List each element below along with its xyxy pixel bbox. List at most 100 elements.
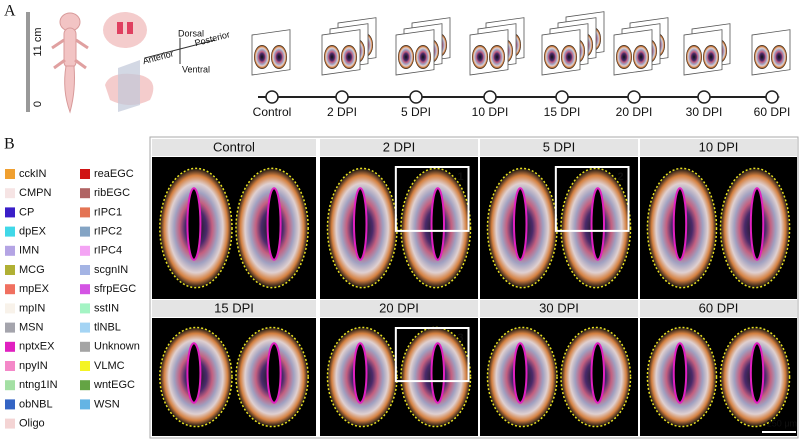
slice-tissue	[686, 45, 702, 69]
legend-swatch	[80, 226, 90, 237]
legend-label: reaEGC	[94, 168, 134, 180]
panel-title-bar	[320, 300, 478, 317]
ventricle	[352, 187, 368, 261]
slice-tissue	[341, 45, 357, 69]
panel-title: 15 DPI	[214, 300, 254, 315]
panel-label: B	[4, 136, 15, 153]
brain-sketch	[103, 12, 216, 112]
legend-swatch	[5, 207, 15, 218]
slice-tissue	[771, 45, 787, 69]
axolotl	[51, 12, 89, 114]
legend-label: rIPC4	[94, 245, 122, 257]
timeline-label: 10 DPI	[472, 105, 509, 119]
legend-swatch	[5, 169, 15, 179]
legend-swatch	[5, 322, 15, 333]
legend-swatch	[80, 169, 90, 179]
ventricle	[512, 187, 528, 261]
legend-label: scgnIN	[94, 264, 128, 276]
legend-label: VLMC	[94, 360, 125, 372]
panel-title: Control	[213, 139, 255, 154]
slice-tissue	[324, 45, 340, 69]
legend-label: wntEGC	[93, 379, 135, 391]
timeline-label: 30 DPI	[686, 105, 723, 119]
scale-top: 11 cm	[32, 27, 44, 56]
legend-label: WSN	[94, 398, 120, 410]
legend-swatch	[80, 245, 90, 256]
legend-label: dpEX	[19, 226, 47, 238]
slice-tissue	[271, 45, 287, 69]
ventricle	[749, 187, 765, 261]
legend-swatch	[80, 265, 90, 275]
slice-tissue	[472, 45, 488, 69]
timeline-dot	[335, 90, 349, 104]
legend-label: mpIN	[19, 302, 45, 314]
legend-label: ribEGC	[94, 187, 130, 199]
legend-swatch	[5, 399, 15, 410]
zoom-box-number: 1	[457, 171, 463, 183]
timeline-dot	[483, 90, 497, 104]
legend-label: Unknown	[94, 341, 140, 353]
timeline-label: 15 DPI	[544, 105, 581, 119]
timeline-dot	[627, 90, 641, 104]
legend-label: ntng1IN	[19, 379, 58, 391]
axis-dorsal: Dorsal	[178, 28, 204, 38]
legend-swatch	[80, 380, 90, 391]
ventricle	[749, 342, 765, 404]
ventricle	[672, 187, 688, 261]
legend-swatch	[5, 303, 15, 314]
timeline-label: Control	[253, 105, 292, 119]
panel-title-bar	[152, 300, 316, 317]
slice-tissue	[633, 45, 649, 69]
legend-swatch	[5, 361, 15, 371]
zoom-box-number: 3	[457, 332, 463, 344]
slice-tissue	[561, 45, 577, 69]
slice-tissue	[398, 45, 414, 69]
panel-title-bar	[640, 139, 797, 156]
ventricle	[352, 342, 368, 404]
legend-swatch	[80, 188, 90, 199]
legend-swatch	[80, 399, 90, 410]
legend-swatch	[5, 380, 15, 391]
timeline-label: 60 DPI	[754, 105, 791, 119]
timeline-label: 2 DPI	[327, 105, 357, 119]
legend-swatch	[80, 341, 90, 352]
legend-label: CMPN	[19, 187, 51, 199]
panel-title-bar	[480, 139, 638, 156]
legend-label: MSN	[19, 322, 44, 334]
legend-swatch	[80, 322, 90, 333]
timeline-dot	[265, 90, 279, 104]
legend-label: IMN	[19, 245, 39, 257]
legend-label: tlNBL	[94, 322, 121, 334]
slice-tissue	[254, 45, 270, 69]
axis-ventral: Ventral	[182, 64, 210, 74]
panel-title-bar	[152, 139, 316, 156]
legend-label: rIPC2	[94, 226, 122, 238]
axis-anterior: Anterior	[142, 48, 175, 66]
panel-title: 5 DPI	[543, 139, 576, 154]
timeline-dot	[409, 90, 423, 104]
ventricle	[512, 342, 528, 404]
ventricle	[590, 187, 606, 261]
ventricle	[672, 342, 688, 404]
panel-title: 20 DPI	[379, 300, 419, 315]
ventricle	[186, 342, 202, 404]
timeline-label: 5 DPI	[401, 105, 431, 119]
legend-label: cckIN	[19, 168, 47, 180]
timeline-dot	[697, 90, 711, 104]
panel-title: 60 DPI	[699, 300, 739, 315]
legend-label: nptxEX	[19, 341, 55, 353]
slice-tissue	[703, 45, 719, 69]
zoom-box-number: 2	[617, 171, 623, 183]
slice-tissue	[544, 45, 560, 69]
zoom-box	[394, 327, 470, 383]
legend-label: sstIN	[94, 302, 119, 314]
panel-label: A	[4, 3, 16, 20]
timeline-dot	[555, 90, 569, 104]
legend-swatch	[5, 418, 15, 429]
legend-swatch	[5, 265, 15, 275]
scale-bar-label: 250 μm	[767, 418, 797, 428]
legend-label: obNBL	[19, 398, 53, 410]
panel-title: 10 DPI	[699, 139, 739, 154]
legend-swatch	[5, 188, 15, 199]
